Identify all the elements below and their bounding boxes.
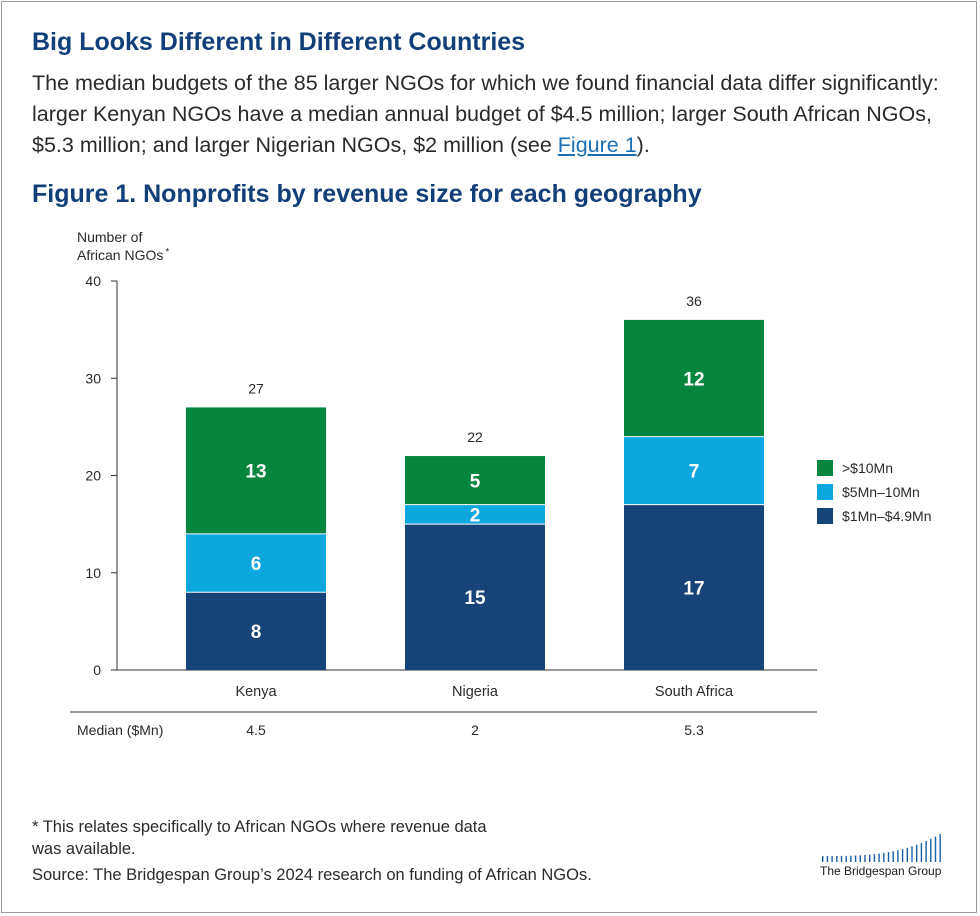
logo-bar [869, 854, 871, 862]
legend-label: $1Mn–$4.9Mn [842, 508, 932, 524]
y-tick-label: 30 [85, 370, 101, 386]
logo-bars-icon [822, 834, 941, 862]
logo-bar [925, 841, 927, 862]
category-label: South Africa [655, 684, 734, 700]
segment-value-label: 15 [464, 588, 486, 609]
bar-segment [405, 524, 545, 670]
logo-bar [939, 834, 941, 862]
bars: 8 6 13 27 Kenya 15 2 5 22 Nigeria 17 7 12 36 South Afr… [186, 293, 764, 700]
y-tick-label: 20 [85, 468, 101, 484]
category-label: Kenya [235, 684, 277, 700]
logo-bar [859, 855, 861, 862]
section-title: Big Looks Different in Different Countri… [32, 28, 526, 56]
bar-total-label: 36 [686, 293, 702, 309]
logo-bar [906, 847, 908, 862]
logo-bar [911, 846, 913, 862]
bar-segment [186, 533, 326, 593]
logo-bar [883, 852, 885, 862]
category-label: Nigeria [452, 684, 499, 700]
footnote-line2: was available. [32, 840, 136, 858]
logo-bar [873, 854, 876, 862]
bar-segment [405, 456, 545, 505]
segment-value-label: 13 [245, 462, 266, 483]
y-tick-label: 10 [85, 565, 101, 581]
logo-bar [836, 855, 838, 862]
y-axis-label-mark: * [165, 247, 169, 258]
bridgespan-logo: The Bridgespan Group [820, 834, 950, 884]
logo-bar [864, 854, 866, 862]
logo-bar [916, 844, 918, 862]
legend-swatch [817, 508, 833, 524]
legend-swatch [817, 460, 833, 476]
bar-segment [186, 407, 326, 534]
bar-segment [624, 504, 764, 670]
y-axis-label-line2: African NGOs [77, 247, 163, 263]
brand-name: The Bridgespan Group [820, 864, 942, 878]
bar-total-label: 27 [248, 380, 264, 396]
bar-segment [186, 592, 326, 670]
logo-bar [850, 855, 852, 862]
footnote-line1: * This relates specifically to African N… [32, 818, 487, 836]
logo-bar [822, 856, 824, 862]
figure-title: Figure 1. Nonprofits by revenue size for… [32, 180, 702, 208]
median-value: 2 [471, 722, 479, 738]
intro-end: ). [636, 133, 650, 157]
legend-label: $5Mn–10Mn [842, 484, 920, 500]
bar-total-label: 22 [467, 429, 483, 445]
segment-value-label: 12 [683, 369, 704, 390]
logo-bar [826, 855, 829, 862]
legend: >$10Mn $5Mn–10Mn $1Mn–$4.9Mn [817, 460, 932, 524]
segment-value-label: 17 [683, 578, 704, 599]
logo-bar [892, 851, 894, 862]
figure-1-link[interactable]: Figure 1 [557, 133, 637, 157]
svg-text:African NGOs*: African NGOs * [77, 247, 169, 263]
legend-label: >$10Mn [842, 460, 893, 476]
logo-bar [887, 852, 890, 862]
legend-swatch [817, 484, 833, 500]
logo-bar [840, 855, 843, 862]
median-row-label: Median ($Mn) [77, 722, 163, 738]
logo-bar [901, 849, 904, 862]
median-row: Median ($Mn) 4.5 2 5.3 [70, 711, 817, 738]
intro-paragraph: The median budgets of the 85 larger NGOs… [32, 68, 962, 161]
source-note: Source: The Bridgespan Group’s 2024 rese… [32, 866, 592, 884]
median-value: 4.5 [246, 722, 266, 738]
segment-value-label: 7 [689, 462, 700, 483]
logo-bar [920, 842, 923, 862]
y-tick-label: 0 [93, 662, 101, 678]
logo-bar [897, 850, 899, 862]
segment-value-label: 5 [470, 471, 481, 492]
segment-value-label: 8 [251, 622, 262, 643]
logo-bar [878, 853, 880, 862]
logo-bar [934, 836, 937, 862]
logo-bar [845, 855, 847, 862]
y-axis-label-line1: Number of [77, 229, 142, 245]
segment-value-label: 2 [470, 505, 481, 526]
bar-segment [405, 504, 545, 525]
y-tick-label: 40 [85, 273, 101, 289]
logo-bar [930, 838, 932, 862]
logo-bar [854, 855, 857, 862]
segment-value-label: 6 [251, 554, 262, 575]
bar-segment [624, 436, 764, 505]
median-value: 5.3 [684, 722, 704, 738]
bar-segment [624, 319, 764, 437]
intro-text: The median budgets of the 85 larger NGOs… [32, 71, 939, 157]
logo-bar [831, 855, 833, 862]
